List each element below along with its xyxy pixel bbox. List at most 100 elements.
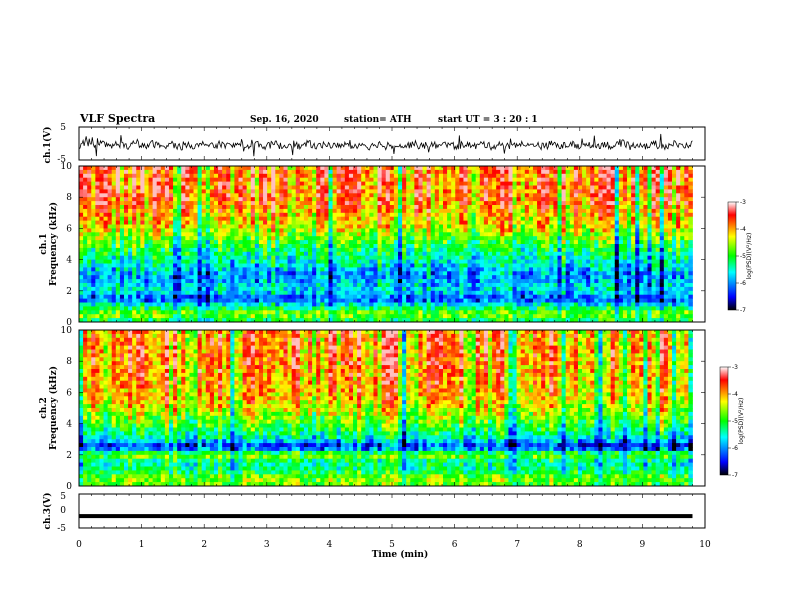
spectrogram-cell (230, 185, 235, 190)
spectrogram-cell (565, 310, 571, 315)
spectrogram-cell (275, 286, 280, 292)
spectrogram-cell (230, 310, 235, 315)
spectrogram-cell (83, 275, 88, 280)
spectrogram-cell (422, 279, 428, 284)
spectrogram-cell (434, 259, 440, 264)
spectrogram-cell (385, 216, 391, 221)
spectrogram-cell (422, 310, 428, 315)
spectrogram-cell (512, 236, 518, 241)
spectrogram-cell (140, 275, 145, 280)
spectrogram-cell (246, 244, 252, 249)
spectrogram-cell (132, 193, 137, 198)
spectrogram-cell (107, 236, 113, 241)
spectrogram-cell (422, 236, 428, 241)
spectrogram-cell (553, 314, 558, 319)
spectrogram-cell (123, 212, 129, 218)
spectrogram-cell (107, 298, 113, 303)
spectrogram-cell (402, 185, 407, 190)
spectrogram-cell (553, 302, 558, 307)
spectrogram-cell (164, 314, 170, 319)
spectrogram-cell (492, 173, 497, 179)
spectrogram-cell (373, 283, 378, 288)
spectrogram-cell (561, 275, 567, 280)
spectrogram-cell (156, 271, 162, 276)
spectrogram-cell (410, 197, 415, 202)
spectrogram-cell (295, 263, 301, 268)
spectrogram-cell (467, 166, 473, 171)
spectrogram-cell (479, 271, 485, 276)
spectrogram-cell (103, 228, 109, 233)
spectrogram-cell (398, 271, 403, 276)
spectrogram-cell (271, 298, 276, 303)
spectrogram-cell (91, 294, 96, 299)
spectrogram-cell (537, 197, 542, 202)
spectrogram-cell (303, 263, 309, 268)
spectrogram-cell (528, 302, 534, 307)
spectrogram-cell (418, 279, 423, 284)
spectrogram-cell (164, 279, 170, 284)
spectrogram-cell (316, 302, 321, 307)
spectrogram-cell (553, 193, 558, 198)
spectrogram-cell (344, 189, 350, 194)
spectrogram-cell (111, 318, 117, 323)
spectrogram-cell (332, 177, 338, 182)
spectrogram-cell (471, 169, 477, 175)
spectrogram-cell (291, 177, 297, 182)
spectrogram-cell (103, 290, 109, 296)
spectrogram-cell (152, 279, 158, 284)
spectrogram-cell (160, 166, 166, 171)
spectrogram-cell (430, 286, 436, 292)
spectrogram-cell (528, 318, 534, 323)
spectrogram-cell (103, 286, 109, 292)
spectrogram-cell (557, 294, 562, 299)
spectrogram-cell (451, 169, 456, 175)
spectrogram-cell (443, 267, 448, 272)
spectrogram-cell (520, 232, 526, 237)
spectrogram-cell (291, 244, 297, 249)
spectrogram-cell (344, 286, 350, 292)
spectrogram-cell (410, 310, 415, 315)
spectrogram-cell (430, 259, 436, 264)
spectrogram-cell (115, 275, 121, 280)
spectrogram-cell (373, 259, 378, 264)
spectrogram-cell (406, 275, 411, 280)
spectrogram-cell (79, 232, 84, 237)
spectrogram-cell (336, 283, 342, 288)
spectrogram-cell (140, 247, 145, 253)
spectrogram-cell (136, 232, 141, 237)
spectrogram-cell (549, 247, 554, 253)
spectrogram-cell (295, 255, 301, 260)
spectrogram-cell (336, 240, 342, 245)
spectrogram-cell (222, 212, 227, 218)
spectrogram-cell (541, 216, 546, 221)
spectrogram-cell (185, 271, 190, 276)
spectrogram-cell (357, 318, 362, 323)
spectrogram-cell (463, 201, 468, 206)
spectrogram-cell (385, 283, 391, 288)
spectrogram-cell (373, 201, 378, 206)
spectrogram-cell (353, 181, 358, 186)
spectrogram-cell (504, 255, 509, 260)
spectrogram-cell (398, 267, 403, 272)
spectrogram-cell (532, 255, 538, 260)
spectrogram-cell (434, 216, 440, 221)
spectrogram-cell (332, 240, 338, 245)
spectrogram-cell (267, 228, 272, 233)
spectrogram-cell (132, 201, 137, 206)
spectrogram-cell (308, 263, 313, 268)
spectrogram-cell (148, 236, 154, 241)
spectrogram-cell (353, 310, 358, 315)
spectrogram-cell (430, 216, 436, 221)
spectrogram-cell (193, 177, 199, 182)
spectrogram-cell (418, 177, 423, 182)
spectrogram-cell (312, 255, 317, 260)
spectrogram-cell (173, 244, 178, 249)
spectrogram-cell (254, 298, 260, 303)
spectrogram-cell (451, 283, 456, 288)
spectrogram-cell (344, 169, 350, 175)
spectrogram-cell (471, 314, 477, 319)
spectrogram-cell (537, 185, 542, 190)
spectrogram-cell (123, 224, 129, 229)
spectrogram-cell (246, 271, 252, 276)
spectrogram-cell (385, 193, 391, 198)
